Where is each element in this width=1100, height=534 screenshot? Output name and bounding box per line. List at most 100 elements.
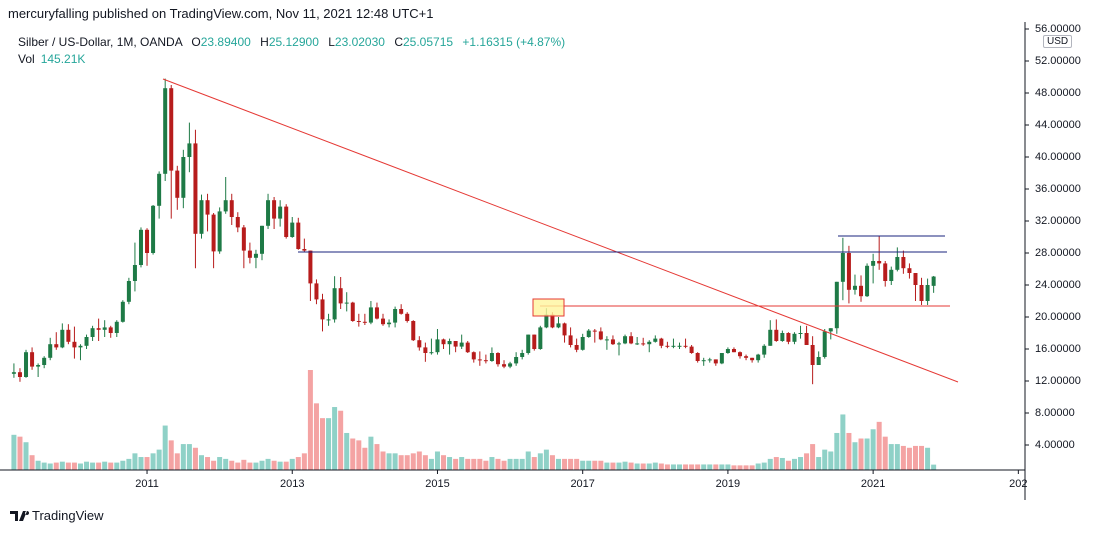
candle-body bbox=[889, 269, 894, 281]
volume-bar bbox=[604, 462, 610, 470]
volume-bar bbox=[416, 451, 422, 470]
high-value: 25.12900 bbox=[268, 35, 319, 49]
candle-body bbox=[725, 349, 730, 353]
volume-bar bbox=[743, 465, 749, 470]
volume-bar bbox=[852, 442, 858, 470]
candle-body bbox=[66, 329, 71, 342]
candle-body bbox=[435, 339, 440, 353]
candle-body bbox=[163, 88, 168, 174]
volume-bar bbox=[434, 451, 440, 470]
volume-bar bbox=[283, 461, 289, 470]
volume-bar bbox=[368, 436, 374, 470]
candle-body bbox=[616, 343, 621, 345]
candle-body bbox=[314, 283, 319, 300]
volume-bar bbox=[120, 460, 126, 470]
candle-body bbox=[871, 261, 876, 266]
volume-bar bbox=[96, 462, 102, 470]
volume-bar bbox=[459, 457, 465, 470]
x-tick-label: 2017 bbox=[570, 478, 594, 490]
volume-bar bbox=[84, 461, 90, 470]
volume-bar bbox=[919, 445, 925, 470]
volume-bar bbox=[537, 453, 543, 470]
volume-bar bbox=[11, 434, 17, 470]
volume-bar bbox=[301, 453, 307, 470]
candle-body bbox=[60, 329, 65, 348]
candle-body bbox=[157, 173, 162, 206]
candle-body bbox=[635, 343, 640, 345]
volume-bar bbox=[725, 464, 731, 470]
candle-body bbox=[877, 261, 882, 264]
candle-body bbox=[411, 321, 416, 341]
candle-body bbox=[417, 340, 422, 348]
volume-bar bbox=[126, 458, 132, 470]
volume-bar bbox=[785, 460, 791, 470]
candle-body bbox=[629, 336, 634, 344]
volume-bar bbox=[888, 444, 894, 470]
volume-bar bbox=[683, 464, 689, 470]
candle-body bbox=[332, 288, 337, 320]
trend-line bbox=[162, 78, 959, 383]
volume-bar bbox=[235, 462, 241, 470]
candle-body bbox=[925, 285, 930, 301]
candle-body bbox=[24, 352, 29, 377]
volume-bar bbox=[53, 462, 59, 470]
volume-bar bbox=[562, 458, 568, 470]
candle-body bbox=[362, 321, 367, 323]
volume-bar bbox=[670, 464, 676, 470]
candle-body bbox=[846, 253, 851, 290]
volume-bar bbox=[422, 455, 428, 470]
volume-bar bbox=[404, 455, 410, 470]
candle-body bbox=[695, 353, 700, 361]
volume-bar bbox=[35, 460, 41, 470]
candle-body bbox=[453, 341, 458, 347]
candle-body bbox=[786, 333, 791, 342]
candle-body bbox=[320, 299, 325, 320]
volume-bar bbox=[755, 463, 761, 470]
candle-body bbox=[187, 143, 192, 157]
volume-bar bbox=[701, 464, 707, 470]
x-tick-label: 202 bbox=[1009, 478, 1027, 490]
candle-body bbox=[502, 364, 507, 367]
volume-bar bbox=[144, 457, 150, 470]
candle-body bbox=[834, 281, 839, 329]
volume-bar bbox=[513, 458, 519, 470]
volume-label: Vol bbox=[18, 52, 35, 66]
volume-bar bbox=[392, 453, 398, 470]
volume-bar bbox=[586, 460, 592, 470]
open-label: O bbox=[191, 35, 201, 49]
volume-bar bbox=[822, 449, 828, 470]
volume-bar bbox=[810, 444, 816, 470]
volume-bar bbox=[646, 463, 652, 470]
volume-bar bbox=[834, 432, 840, 470]
x-tick-label: 2019 bbox=[716, 478, 740, 490]
volume-bar bbox=[580, 460, 586, 470]
candle-body bbox=[683, 345, 688, 347]
volume-bar bbox=[677, 464, 683, 470]
candle-body bbox=[901, 257, 906, 269]
candle-body bbox=[520, 353, 525, 357]
volume-bar bbox=[713, 464, 719, 470]
x-tick-label: 2015 bbox=[425, 478, 449, 490]
candle-body bbox=[217, 211, 222, 252]
candle-body bbox=[532, 334, 537, 349]
volume-bar bbox=[640, 463, 646, 470]
candle-body bbox=[931, 276, 936, 286]
volume-bar bbox=[906, 447, 912, 470]
candle-body bbox=[326, 319, 331, 321]
candle-body bbox=[356, 321, 361, 322]
candle-body bbox=[247, 250, 252, 258]
volume-bar bbox=[453, 458, 459, 470]
candle-body bbox=[610, 339, 615, 345]
candle-body bbox=[828, 328, 833, 332]
volume-pane bbox=[11, 370, 937, 470]
volume-bar bbox=[804, 453, 810, 470]
candle-body bbox=[90, 328, 95, 337]
volume-bar bbox=[828, 451, 834, 470]
candle-body bbox=[647, 341, 652, 345]
candle-body bbox=[78, 345, 83, 348]
volume-bar bbox=[198, 455, 204, 470]
volume-bar bbox=[59, 461, 65, 470]
symbol: Silber / US-Dollar, 1M, OANDA bbox=[18, 35, 183, 49]
highlight-box bbox=[532, 298, 565, 317]
candle-body bbox=[393, 309, 398, 323]
